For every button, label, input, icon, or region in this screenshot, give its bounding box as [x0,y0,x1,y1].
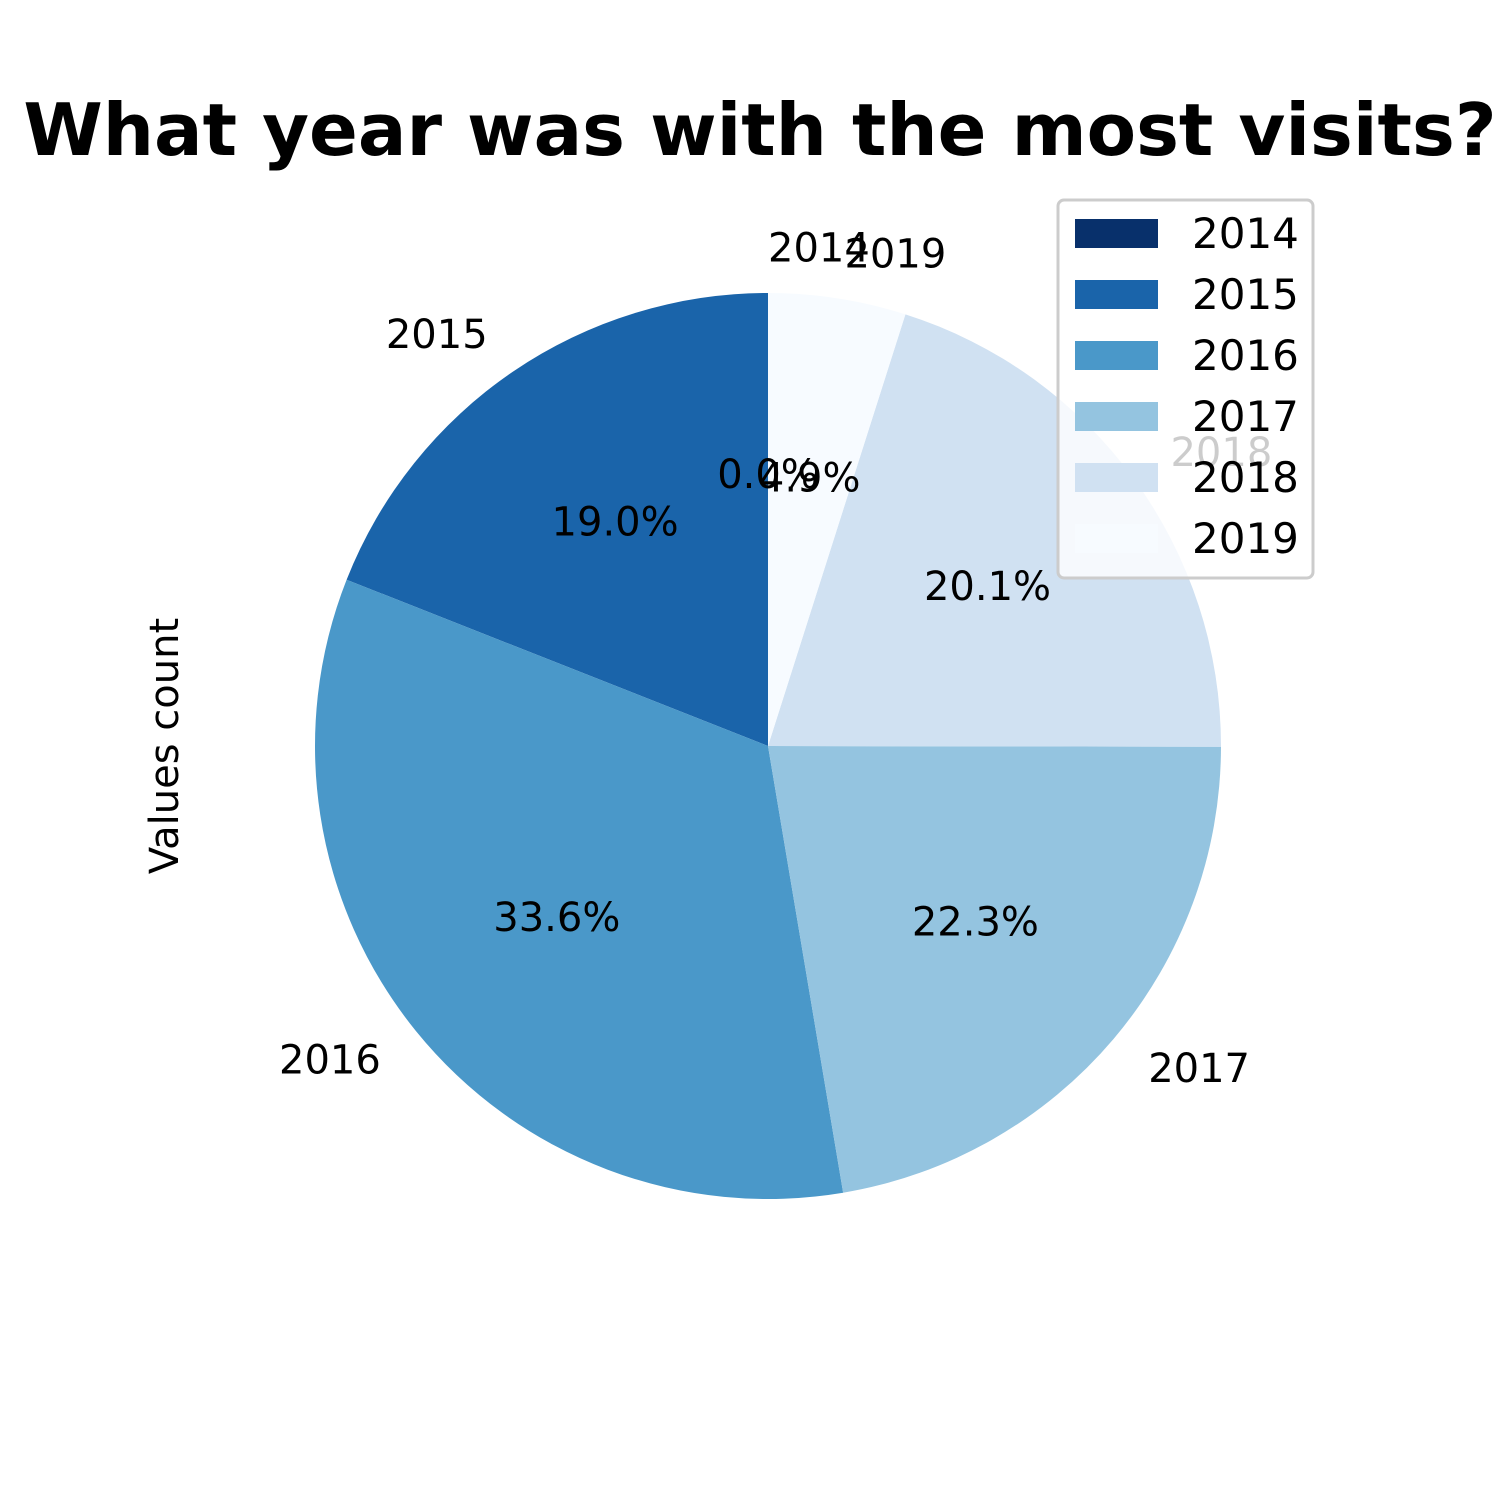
pie-slice-2016 [315,579,844,1199]
category-label-2016: 2016 [279,1038,381,1084]
category-label-2019: 2019 [844,232,946,278]
percent-labels: 0.0% 19.0% 33.6% 22.3% 20.1% 4.9% [493,452,1051,945]
legend-label-2017: 2017 [1192,392,1299,441]
legend-swatch-2014 [1075,219,1158,248]
percent-label-2019: 4.9% [759,455,861,501]
legend-label-2018: 2018 [1192,453,1299,502]
pie-slice-2017 [768,746,1221,1193]
pie-slice-2015 [346,293,768,746]
legend-label-2016: 2016 [1192,331,1299,380]
percent-label-2018: 20.1% [924,564,1051,610]
pie-slice-2019 [768,293,906,746]
percent-label-2014: 0.0% [717,452,819,498]
legend-swatch-2019 [1075,524,1158,553]
legend: 2014 2015 2016 2017 2018 2019 [1056,198,1315,580]
legend-swatch-2017 [1075,402,1158,431]
pie-slices [315,293,1221,1199]
legend-swatch-2015 [1075,280,1158,309]
chart-title: What year was with the most visits? [23,88,1496,172]
legend-label-2014: 2014 [1192,209,1299,258]
percent-label-2015: 19.0% [552,499,679,545]
pie-slice-2018 [768,314,1221,747]
legend-swatch-2016 [1075,341,1158,370]
legend-label-2015: 2015 [1192,270,1299,319]
legend-label-2019: 2019 [1192,514,1299,563]
category-label-2014: 2014 [768,226,870,272]
category-label-2017: 2017 [1148,1046,1250,1092]
y-axis-label: Values count [142,618,188,874]
percent-label-2017: 22.3% [912,900,1039,946]
percent-label-2016: 33.6% [493,895,620,941]
category-label-2015: 2015 [386,312,488,358]
legend-swatch-2018 [1075,463,1158,492]
